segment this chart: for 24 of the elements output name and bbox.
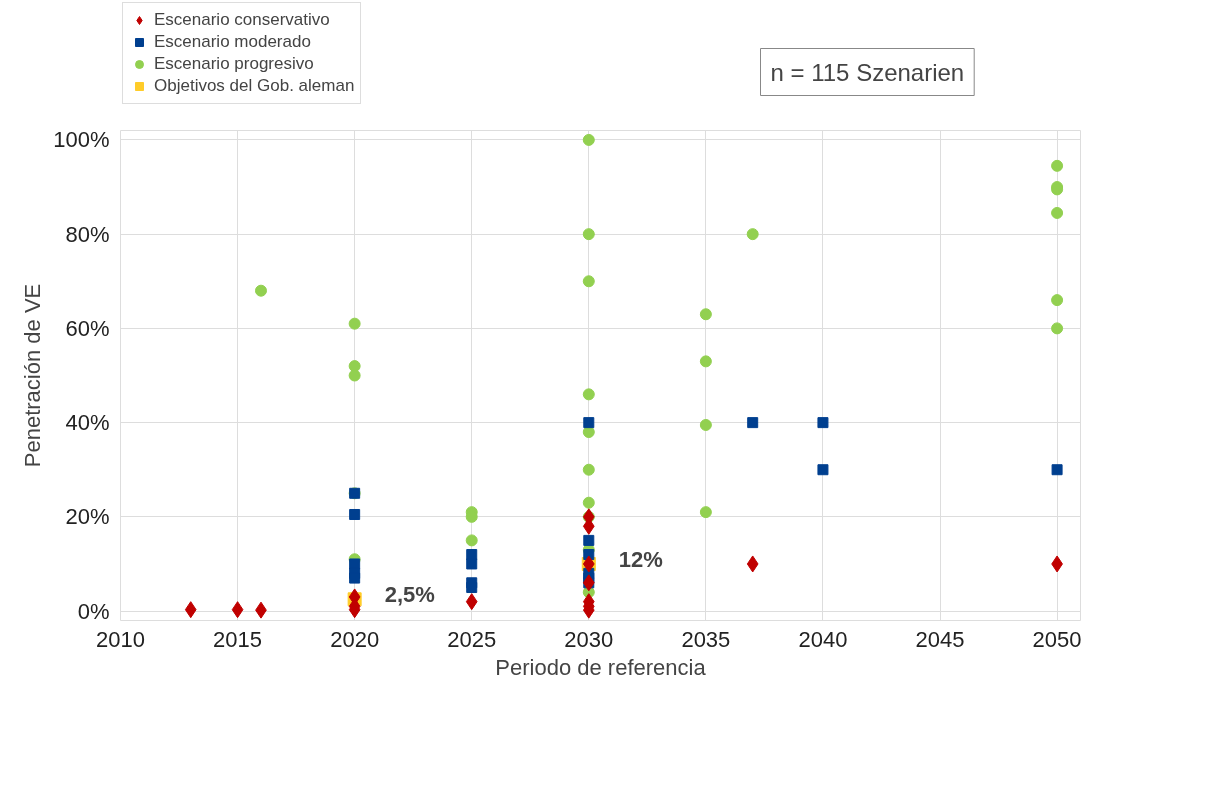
y-tick-label: 100% xyxy=(53,127,110,153)
x-tick-label: 2030 xyxy=(564,626,614,652)
text: n = 115 Szenarien xyxy=(770,58,965,86)
x-tick-label: 2025 xyxy=(447,626,497,652)
x-tick-label: 2035 xyxy=(681,626,731,652)
legend-label: Escenario conservativo xyxy=(154,9,330,31)
y-tick-label: 40% xyxy=(65,410,110,436)
x-tick-label: 2050 xyxy=(1032,626,1082,652)
x-tick-label: 2015 xyxy=(213,626,263,652)
y-tick-label: 60% xyxy=(65,315,110,341)
x-tick-label: 2020 xyxy=(330,626,380,652)
x-tick-label: 2010 xyxy=(96,626,145,652)
annotation: 2,5% xyxy=(384,582,435,608)
y-axis-title: Penetración de VE xyxy=(20,283,46,468)
x-axis-title: Periodo de referencia xyxy=(495,654,707,680)
y-tick-label: 20% xyxy=(65,504,110,530)
legend-label: Escenario progresivo xyxy=(154,53,314,75)
legend-label: Escenario moderado xyxy=(154,31,311,53)
legend-label: Objetivos del Gob. aleman xyxy=(154,75,355,97)
x-tick-label: 2040 xyxy=(798,626,848,652)
y-tick-label: 0% xyxy=(77,598,110,624)
x-tick-label: 2045 xyxy=(915,626,965,652)
y-tick-label: 80% xyxy=(65,221,110,247)
annotation: 12% xyxy=(618,546,663,572)
